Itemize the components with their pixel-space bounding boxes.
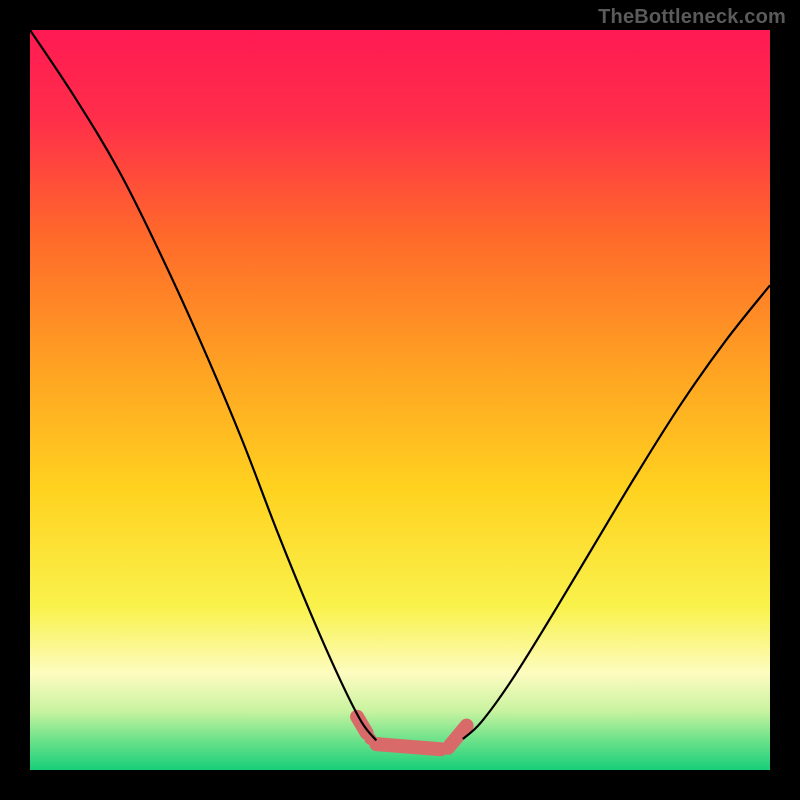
bottom-mark-segment [357,717,367,733]
bottom-mark-segment [376,744,440,749]
watermark-text: TheBottleneck.com [598,6,786,29]
gradient-background [30,30,770,770]
plot-svg [30,30,770,770]
plot-area [30,30,770,770]
chart-frame: TheBottleneck.com [0,0,800,800]
